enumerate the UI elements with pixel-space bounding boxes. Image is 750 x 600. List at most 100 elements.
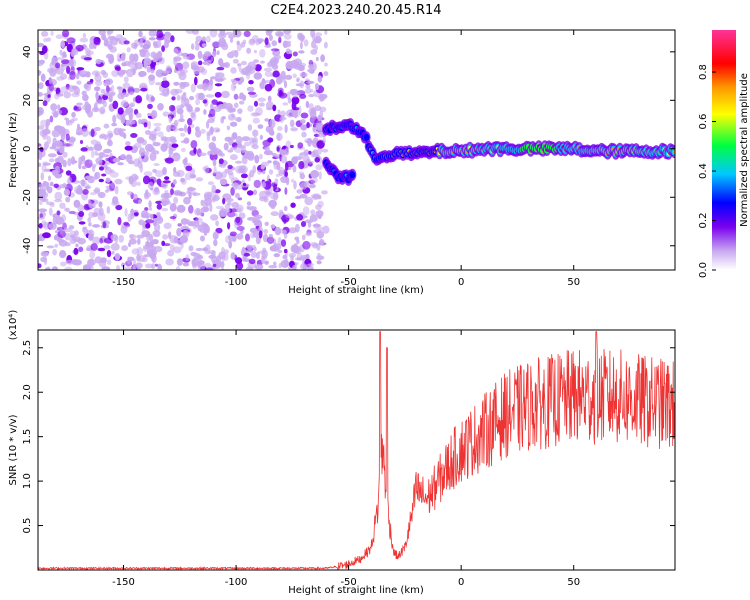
noise-cell <box>138 31 142 37</box>
noise-cell <box>132 265 136 273</box>
noise-cell <box>181 218 188 225</box>
noise-cell <box>319 171 322 180</box>
noise-cell <box>80 147 87 151</box>
noise-cell <box>259 221 262 229</box>
noise-cell <box>189 110 197 114</box>
noise-cell <box>230 232 237 237</box>
noise-cell <box>281 239 286 247</box>
noise-cell <box>235 117 241 122</box>
noise-cell <box>204 165 209 174</box>
noise-cell <box>167 250 174 257</box>
noise-cell <box>294 237 299 241</box>
noise-cell <box>163 180 171 183</box>
noise-cell <box>69 211 76 214</box>
colorbar-tick-label: 0.8 <box>698 64 709 80</box>
noise-cell <box>189 96 194 100</box>
noise-cell <box>153 44 158 48</box>
noise-cell <box>80 140 83 144</box>
noise-cell <box>251 112 260 117</box>
noise-cell <box>247 201 251 206</box>
noise-cell <box>273 192 279 201</box>
noise-cell <box>128 160 134 164</box>
noise-cell <box>131 67 136 72</box>
noise-cell <box>170 188 174 195</box>
noise-cell <box>201 69 207 75</box>
noise-cell <box>274 253 280 257</box>
noise-cell <box>247 249 254 253</box>
noise-cell <box>206 60 212 65</box>
noise-cell <box>264 118 269 122</box>
noise-cell <box>278 167 284 174</box>
noise-cell <box>207 118 214 123</box>
x-tick-label: -100 <box>225 277 248 288</box>
noise-cell <box>163 243 170 246</box>
noise-cell <box>196 177 204 181</box>
noise-cell <box>197 224 202 231</box>
noise-cell <box>54 199 62 202</box>
noise-cell <box>185 166 192 172</box>
noise-cell <box>40 257 46 262</box>
noise-cell <box>202 36 206 41</box>
noise-cell <box>262 140 270 147</box>
noise-cell <box>95 72 99 77</box>
noise-cell <box>108 96 111 101</box>
noise-cell <box>277 146 280 151</box>
noise-cell <box>51 31 54 36</box>
noise-cell <box>92 224 100 228</box>
noise-cell <box>136 113 142 118</box>
noise-cell <box>80 38 88 43</box>
noise-cell <box>213 264 217 267</box>
noise-cell <box>139 147 145 156</box>
noise-cell <box>284 206 288 211</box>
noise-cell <box>248 80 254 84</box>
noise-cell <box>308 81 314 84</box>
noise-cell <box>120 93 129 98</box>
noise-cell <box>321 190 328 194</box>
noise-cell <box>237 63 241 66</box>
noise-cell <box>271 48 280 51</box>
noise-cell <box>158 264 162 268</box>
noise-cell <box>279 92 288 98</box>
noise-cell <box>43 163 51 166</box>
noise-cell <box>215 92 222 98</box>
y-tick-label: -20 <box>22 189 33 205</box>
noise-cell <box>68 85 74 92</box>
noise-cell <box>136 254 140 262</box>
noise-cell <box>110 153 113 158</box>
noise-cell <box>176 228 181 237</box>
noise-cell <box>230 147 236 150</box>
noise-cell <box>191 113 196 121</box>
noise-cell <box>135 95 142 103</box>
noise-cell <box>103 221 107 228</box>
noise-cell <box>193 68 200 74</box>
noise-cell <box>314 157 320 163</box>
noise-cell <box>217 50 220 55</box>
noise-cell <box>142 44 150 49</box>
noise-cell <box>138 119 142 124</box>
noise-cell <box>162 201 168 207</box>
noise-cell <box>195 45 200 50</box>
noise-cell <box>269 169 273 175</box>
y-tick-label: 2.0 <box>22 384 33 400</box>
noise-cell <box>109 169 114 173</box>
noise-cell <box>78 185 82 192</box>
noise-cell <box>103 80 110 86</box>
noise-cell <box>161 208 168 211</box>
noise-cell <box>219 153 225 157</box>
noise-cell <box>95 256 102 263</box>
noise-cell <box>295 92 300 95</box>
noise-cell <box>253 118 260 124</box>
colorbar: 0.00.20.40.60.8 Normalized spectral ampl… <box>698 30 750 278</box>
noise-cell <box>237 233 244 239</box>
noise-cell <box>164 223 172 230</box>
noise-cell <box>125 208 128 217</box>
noise-cell <box>141 230 150 237</box>
noise-cell <box>79 70 83 76</box>
noise-cell <box>83 33 86 38</box>
noise-cell <box>202 247 208 251</box>
noise-cell <box>138 199 141 204</box>
noise-cell <box>154 223 160 232</box>
noise-cell <box>222 198 225 205</box>
noise-cell <box>157 179 162 186</box>
noise-cell <box>297 142 303 148</box>
